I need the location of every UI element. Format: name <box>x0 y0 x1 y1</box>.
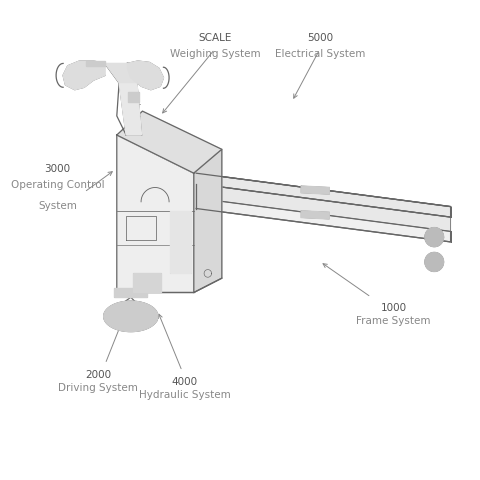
Polygon shape <box>117 135 194 292</box>
Text: 3000: 3000 <box>45 164 71 174</box>
Polygon shape <box>196 198 451 242</box>
Polygon shape <box>117 111 222 173</box>
Polygon shape <box>129 92 139 102</box>
Polygon shape <box>63 61 105 90</box>
Polygon shape <box>301 186 329 194</box>
Polygon shape <box>425 228 444 247</box>
Text: Hydraulic System: Hydraulic System <box>139 390 230 400</box>
Text: Driving System: Driving System <box>58 383 138 393</box>
Polygon shape <box>301 211 329 219</box>
Polygon shape <box>119 83 142 135</box>
Polygon shape <box>128 61 164 90</box>
Polygon shape <box>170 211 192 274</box>
Polygon shape <box>133 274 161 292</box>
Polygon shape <box>105 63 137 83</box>
Text: 5000: 5000 <box>307 34 333 43</box>
Polygon shape <box>196 173 451 231</box>
Text: 4000: 4000 <box>171 377 198 387</box>
Polygon shape <box>104 301 158 332</box>
Text: Operating Control: Operating Control <box>11 180 104 191</box>
Text: 2000: 2000 <box>85 370 111 380</box>
Text: Electrical System: Electrical System <box>275 49 365 59</box>
Text: 1000: 1000 <box>381 303 407 313</box>
Text: System: System <box>38 201 77 211</box>
Text: Frame System: Frame System <box>356 316 431 326</box>
Text: SCALE: SCALE <box>198 34 231 43</box>
Polygon shape <box>425 252 444 272</box>
Text: Weighing System: Weighing System <box>169 49 260 59</box>
Polygon shape <box>114 288 147 297</box>
Polygon shape <box>86 61 105 66</box>
Polygon shape <box>194 149 222 292</box>
Polygon shape <box>196 173 451 217</box>
